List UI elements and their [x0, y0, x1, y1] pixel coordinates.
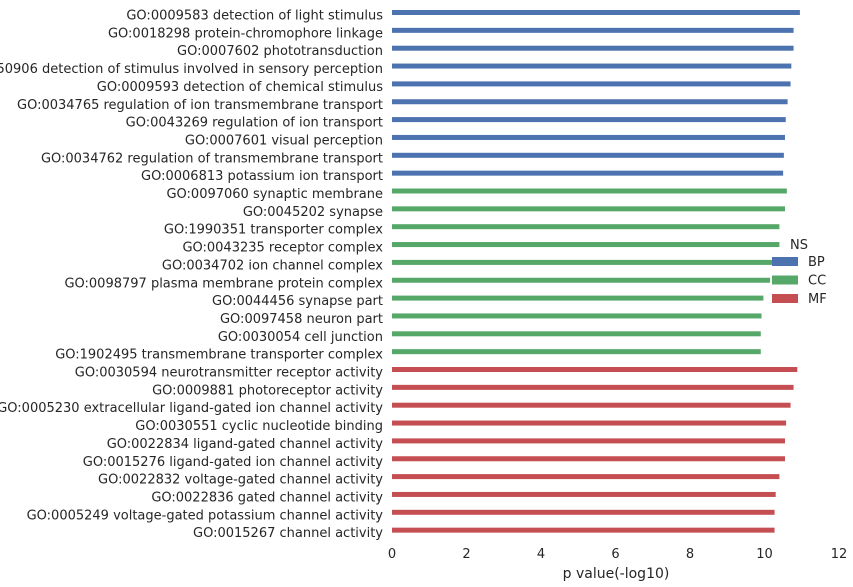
- y-tick-label: GO:0009583 detection of light stimulus: [126, 9, 383, 24]
- bar-cc: [392, 242, 780, 248]
- legend-entries: BP CC MF: [772, 255, 827, 307]
- bar-cc: [392, 277, 771, 283]
- y-tick-label: GO:0006813 potassium ion transport: [141, 169, 383, 184]
- bar-bp: [392, 134, 785, 140]
- bar-mf: [392, 438, 785, 444]
- bar-cc: [392, 295, 764, 301]
- bar-mf: [392, 474, 780, 480]
- legend-swatch-bp: [772, 257, 798, 266]
- x-tick-label: 12: [831, 547, 848, 562]
- bar-bp: [392, 45, 794, 51]
- bar-cc: [392, 331, 761, 337]
- legend-swatch-cc: [772, 275, 798, 285]
- x-tick-label: 10: [756, 547, 773, 562]
- y-tick-label: GO:0007602 phototransduction: [177, 44, 383, 59]
- y-tick-label: GO:1902495 transmembrane transporter com…: [55, 348, 383, 363]
- y-tick-label: GO:0098797 plasma membrane protein compl…: [64, 276, 383, 291]
- bar-bp: [392, 117, 786, 123]
- y-tick-label: GO:0034762 regulation of transmembrane t…: [41, 151, 383, 166]
- y-tick-label: GO:0043269 regulation of ion transport: [126, 116, 383, 131]
- y-tick-label: GO:0034765 regulation of ion transmembra…: [17, 98, 383, 113]
- y-tick-label: GO:0005230 extracellular ligand-gated io…: [0, 401, 383, 416]
- y-tick-labels: GO:0009583 detection of light stimulus GO…: [0, 9, 383, 542]
- bar-bp: [392, 27, 794, 33]
- bar-mf: [392, 509, 775, 515]
- bar-mf: [392, 456, 785, 462]
- bar-mf: [392, 527, 775, 533]
- x-tick-label: 0: [388, 547, 396, 562]
- y-tick-label: GO:1990351 transporter complex: [164, 223, 383, 238]
- legend-swatch-mf: [772, 294, 798, 303]
- y-tick-label: GO:0034702 ion channel complex: [162, 258, 383, 273]
- bar-cc: [392, 206, 785, 212]
- y-tick-label: GO:0097458 neuron part: [220, 312, 383, 327]
- y-tick-label: GO:0044456 synapse part: [212, 294, 383, 309]
- x-tick-label: 4: [537, 547, 545, 562]
- bar-bp: [392, 63, 792, 69]
- bar-cc: [392, 224, 780, 230]
- legend: NS BP CC MF: [772, 238, 827, 307]
- bar-mf: [392, 384, 794, 390]
- y-tick-label: GO:0030054 cell junction: [218, 330, 383, 345]
- legend-label-bp: BP: [808, 255, 825, 270]
- bar-mf: [392, 367, 798, 372]
- y-tick-label: GO:0022836 gated channel activity: [151, 490, 383, 505]
- bar-bp: [392, 152, 784, 158]
- y-tick-label: GO:0043235 receptor complex: [182, 241, 383, 256]
- bar-bp: [392, 81, 791, 87]
- bars-layer: [392, 10, 800, 533]
- y-tick-label: GO:0007601 visual perception: [185, 133, 383, 148]
- y-tick-label: GO:0045202 synapse: [243, 205, 383, 220]
- bar-mf: [392, 420, 787, 426]
- y-tick-label: GO:0050906 detection of stimulus involve…: [0, 62, 383, 77]
- y-tick-label: GO:0030551 cyclic nucleotide binding: [135, 419, 383, 434]
- legend-title: NS: [790, 238, 808, 253]
- y-tick-label: GO:0005249 voltage-gated potassium chann…: [27, 508, 384, 523]
- bar-bp: [392, 170, 784, 176]
- y-tick-label: GO:0022834 ligand-gated channel activity: [107, 437, 384, 452]
- y-tick-label: GO:0009881 photoreceptor activity: [152, 383, 383, 398]
- x-tick-label: 2: [462, 547, 470, 562]
- bar-mf: [392, 491, 776, 497]
- x-axis-label: p value(-log10): [563, 566, 670, 582]
- bar-mf: [392, 402, 791, 408]
- bar-cc: [392, 313, 762, 319]
- x-tick-labels: 0 2 4 6 8 10 12: [388, 547, 847, 562]
- y-tick-label: GO:0015267 channel activity: [193, 526, 383, 541]
- bar-cc: [392, 259, 776, 265]
- bar-bp: [392, 99, 788, 105]
- bar-cc: [392, 188, 787, 194]
- y-tick-label: GO:0030594 neurotransmitter receptor act…: [75, 366, 384, 381]
- x-tick-label: 6: [611, 547, 619, 562]
- y-tick-label: GO:0018298 protein-chromophore linkage: [108, 26, 383, 41]
- y-tick-label: GO:0009593 detection of chemical stimulu…: [97, 80, 383, 95]
- y-tick-label: GO:0022832 voltage-gated channel activit…: [98, 473, 383, 488]
- y-tick-label: GO:0097060 synaptic membrane: [166, 187, 383, 202]
- y-tick-label: GO:0015276 ligand-gated ion channel acti…: [83, 455, 384, 470]
- bar-cc: [392, 349, 761, 355]
- legend-label-mf: MF: [808, 292, 827, 307]
- bar-bp: [392, 10, 800, 15]
- x-tick-label: 8: [686, 547, 694, 562]
- legend-label-cc: CC: [808, 274, 826, 289]
